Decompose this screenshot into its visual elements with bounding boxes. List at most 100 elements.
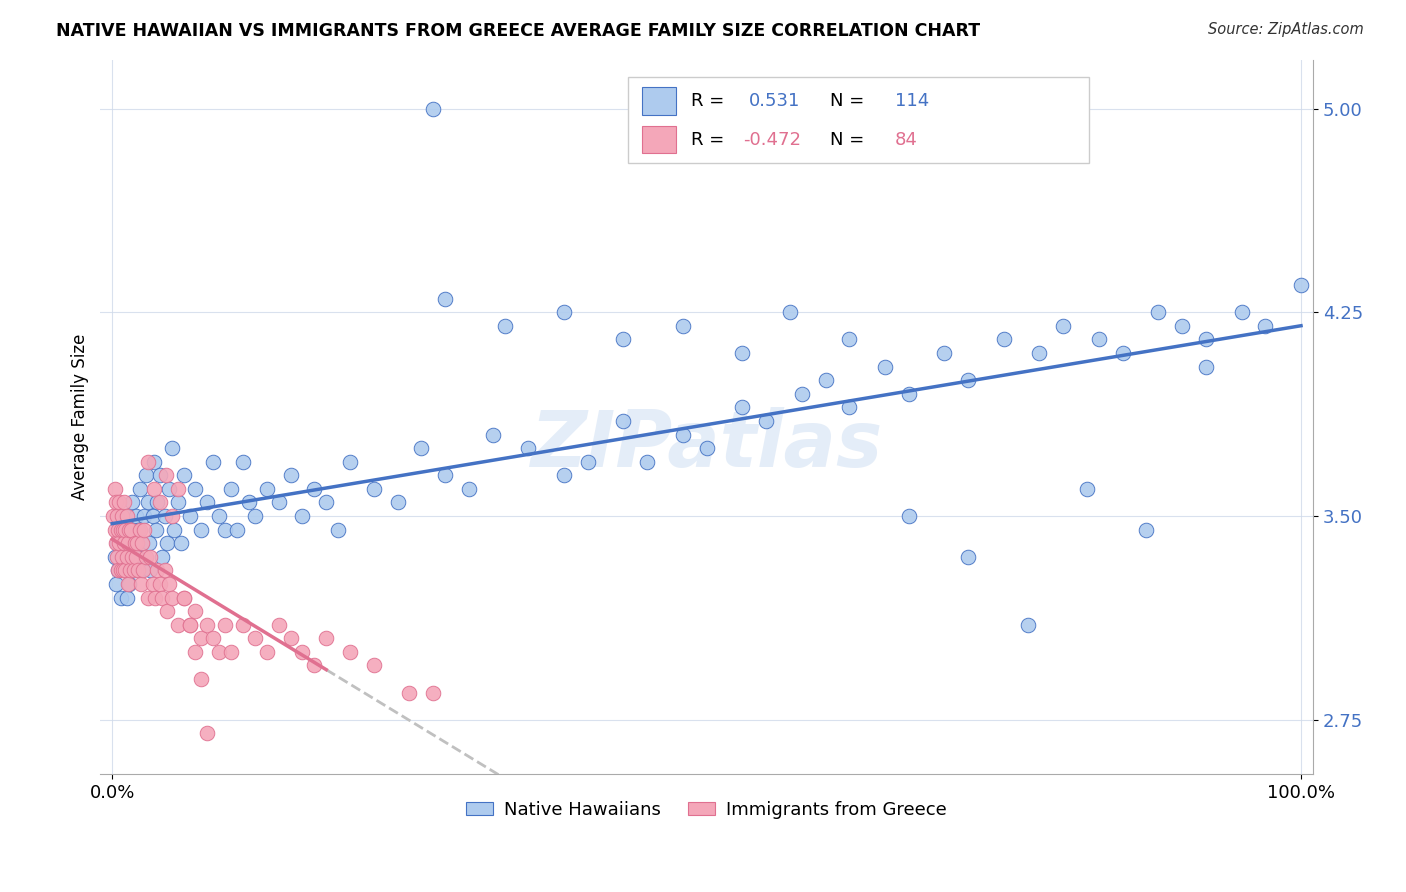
Point — [134, 509, 156, 524]
Point — [160, 441, 183, 455]
Point — [267, 617, 290, 632]
Point — [179, 509, 201, 524]
Point — [160, 591, 183, 605]
Text: R =: R = — [690, 130, 730, 149]
Point — [124, 536, 146, 550]
Point — [873, 359, 896, 374]
Point — [156, 536, 179, 550]
Point — [184, 645, 207, 659]
Legend: Native Hawaiians, Immigrants from Greece: Native Hawaiians, Immigrants from Greece — [460, 793, 955, 826]
Point — [103, 509, 125, 524]
Point — [195, 726, 218, 740]
Point — [131, 536, 153, 550]
Point — [202, 632, 225, 646]
Point — [120, 523, 142, 537]
Point — [166, 495, 188, 509]
Point — [142, 509, 165, 524]
Point — [190, 523, 212, 537]
Point — [104, 523, 127, 537]
Point — [755, 414, 778, 428]
Point — [315, 632, 337, 646]
Point — [108, 536, 131, 550]
Point — [232, 455, 254, 469]
Point — [142, 482, 165, 496]
Point — [155, 468, 177, 483]
Point — [163, 523, 186, 537]
Point — [129, 563, 152, 577]
FancyBboxPatch shape — [628, 78, 1088, 163]
Point — [1076, 482, 1098, 496]
Text: NATIVE HAWAIIAN VS IMMIGRANTS FROM GREECE AVERAGE FAMILY SIZE CORRELATION CHART: NATIVE HAWAIIAN VS IMMIGRANTS FROM GREEC… — [56, 22, 980, 40]
Point — [111, 523, 134, 537]
Point — [291, 645, 314, 659]
Point — [1195, 333, 1218, 347]
Point — [110, 563, 132, 577]
Point — [121, 549, 143, 564]
Point — [636, 455, 658, 469]
Point — [411, 441, 433, 455]
Point — [111, 523, 134, 537]
Point — [115, 509, 138, 524]
Point — [387, 495, 409, 509]
Point — [1052, 318, 1074, 333]
Point — [190, 672, 212, 686]
Point — [128, 482, 150, 496]
Point — [122, 563, 145, 577]
Text: 84: 84 — [894, 130, 918, 149]
Point — [398, 685, 420, 699]
Point — [115, 549, 138, 564]
Point — [1254, 318, 1277, 333]
Point — [280, 632, 302, 646]
Point — [208, 509, 231, 524]
Point — [139, 549, 162, 564]
Point — [612, 414, 634, 428]
Point — [115, 591, 138, 605]
Point — [114, 563, 136, 577]
Point — [1088, 333, 1111, 347]
Point — [434, 468, 457, 483]
Point — [108, 509, 131, 524]
Point — [105, 536, 128, 550]
Point — [120, 549, 142, 564]
Point — [125, 549, 148, 564]
Point — [107, 563, 129, 577]
Point — [107, 563, 129, 577]
FancyBboxPatch shape — [643, 126, 676, 153]
Point — [149, 468, 172, 483]
Point — [149, 577, 172, 591]
Point — [146, 563, 169, 577]
Point — [136, 455, 159, 469]
Point — [105, 549, 128, 564]
Point — [731, 346, 754, 360]
Point — [422, 102, 444, 116]
Point — [117, 577, 139, 591]
Point — [127, 536, 149, 550]
Point — [481, 427, 503, 442]
Text: 114: 114 — [894, 92, 929, 110]
Point — [1289, 278, 1312, 293]
Point — [195, 495, 218, 509]
Point — [111, 563, 134, 577]
Point — [326, 523, 349, 537]
Point — [184, 604, 207, 618]
Point — [112, 563, 135, 577]
Point — [136, 495, 159, 509]
Point — [219, 482, 242, 496]
Point — [1147, 305, 1170, 319]
Point — [136, 591, 159, 605]
Point — [1171, 318, 1194, 333]
Point — [135, 549, 157, 564]
Point — [173, 468, 195, 483]
Point — [149, 495, 172, 509]
Point — [124, 536, 146, 550]
Point — [138, 536, 160, 550]
Point — [132, 563, 155, 577]
Point — [553, 305, 575, 319]
Point — [173, 591, 195, 605]
Point — [457, 482, 479, 496]
Point — [934, 346, 956, 360]
Point — [280, 468, 302, 483]
Point — [1135, 523, 1157, 537]
Point — [267, 495, 290, 509]
Point — [202, 455, 225, 469]
